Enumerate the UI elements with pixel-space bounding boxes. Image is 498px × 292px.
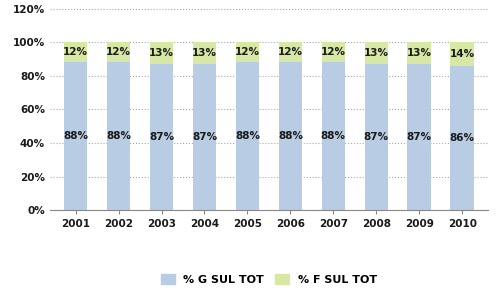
- Text: 88%: 88%: [63, 131, 88, 141]
- Text: 87%: 87%: [364, 132, 389, 142]
- Bar: [407, 42, 431, 64]
- Text: 88%: 88%: [278, 131, 303, 141]
- Legend: % G SUL TOT, % F SUL TOT: % G SUL TOT, % F SUL TOT: [157, 270, 381, 289]
- Text: 12%: 12%: [106, 47, 131, 58]
- Bar: [365, 64, 388, 210]
- Bar: [193, 42, 216, 64]
- Bar: [107, 62, 130, 210]
- Text: 12%: 12%: [278, 47, 303, 58]
- Text: 13%: 13%: [364, 48, 389, 58]
- Bar: [64, 42, 87, 62]
- Text: 12%: 12%: [63, 47, 88, 58]
- Bar: [236, 42, 259, 62]
- Text: 88%: 88%: [321, 131, 346, 141]
- Text: 86%: 86%: [450, 133, 475, 143]
- Text: 13%: 13%: [149, 48, 174, 58]
- Text: 87%: 87%: [192, 132, 217, 142]
- Bar: [278, 62, 302, 210]
- Bar: [365, 42, 388, 64]
- Bar: [451, 42, 474, 66]
- Bar: [150, 42, 173, 64]
- Text: 88%: 88%: [235, 131, 260, 141]
- Bar: [322, 62, 345, 210]
- Text: 87%: 87%: [407, 132, 432, 142]
- Bar: [451, 66, 474, 210]
- Text: 13%: 13%: [192, 48, 217, 58]
- Bar: [407, 64, 431, 210]
- Text: 87%: 87%: [149, 132, 174, 142]
- Bar: [193, 64, 216, 210]
- Text: 13%: 13%: [407, 48, 432, 58]
- Text: 88%: 88%: [106, 131, 131, 141]
- Bar: [150, 64, 173, 210]
- Text: 12%: 12%: [235, 47, 260, 58]
- Bar: [278, 42, 302, 62]
- Bar: [322, 42, 345, 62]
- Text: 12%: 12%: [321, 47, 346, 58]
- Bar: [107, 42, 130, 62]
- Text: 14%: 14%: [450, 49, 475, 59]
- Bar: [236, 62, 259, 210]
- Bar: [64, 62, 87, 210]
